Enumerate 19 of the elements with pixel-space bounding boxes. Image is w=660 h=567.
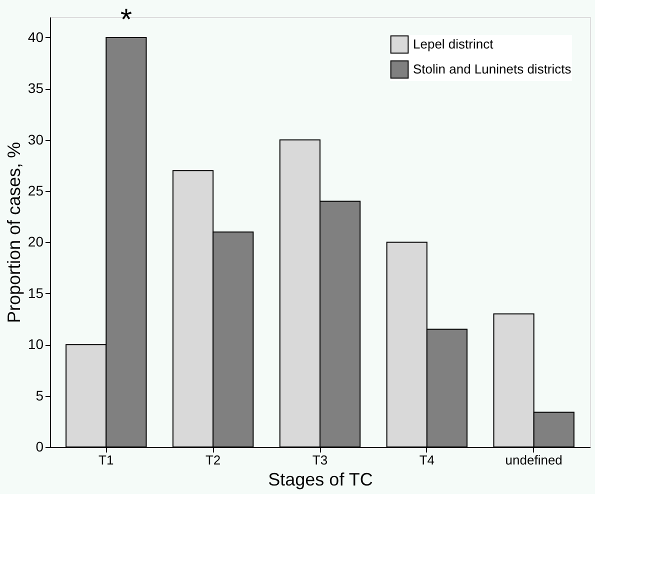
x-tick-label: undefined	[505, 452, 562, 468]
x-tick-label: T3	[312, 452, 328, 468]
annotation: *	[120, 3, 132, 36]
y-tick-label: 10	[28, 336, 44, 352]
x-axis-title: Stages of TC	[268, 470, 373, 490]
y-axis-title: Proportion of cases, %	[4, 142, 24, 324]
y-tick-label: 40	[28, 28, 44, 45]
legend-label: Stolin and Luninets districts	[413, 62, 572, 76]
y-tick-label: 20	[28, 234, 44, 250]
y-tick-label: 35	[28, 80, 44, 96]
legend-label: Lepel distrinct	[413, 36, 494, 52]
y-tick-label: 30	[28, 131, 44, 148]
y-tick-label: 0	[36, 438, 44, 454]
x-tick-label: T4	[419, 452, 435, 468]
x-tick-label: T2	[205, 452, 221, 468]
y-tick-label: 5	[36, 387, 44, 404]
y-tick-label: 15	[28, 284, 44, 301]
x-tick-label: T1	[98, 452, 114, 468]
y-tick-label: 25	[28, 182, 44, 199]
